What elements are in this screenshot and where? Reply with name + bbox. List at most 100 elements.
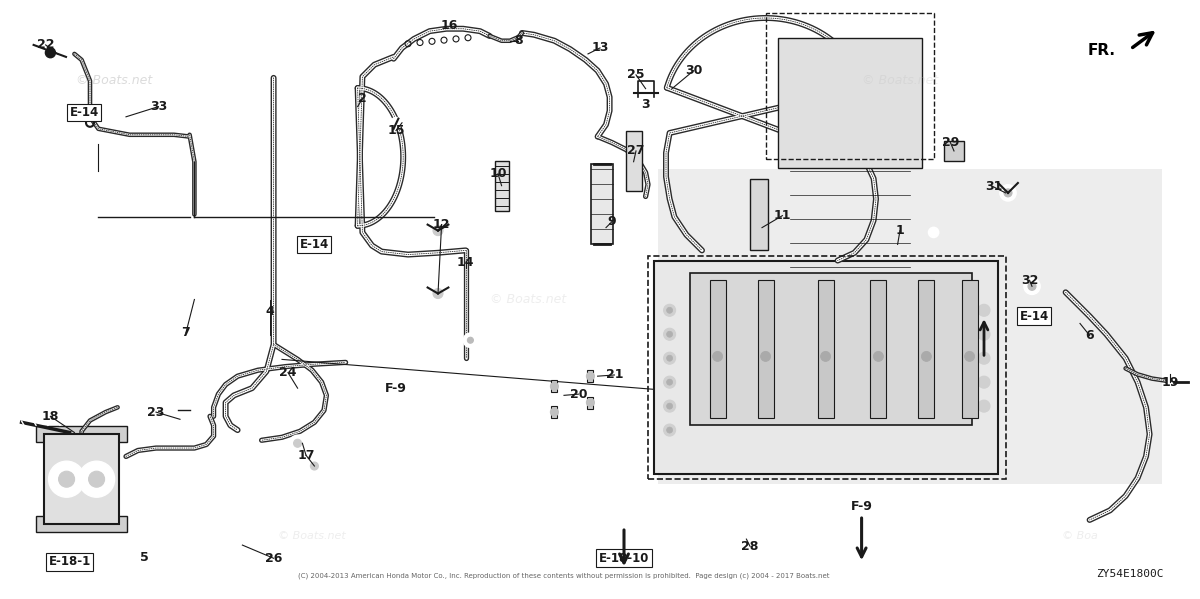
Text: 23: 23 [148,406,164,419]
Circle shape [978,328,990,340]
Text: 10: 10 [490,167,506,180]
Circle shape [667,307,673,313]
Circle shape [178,406,187,415]
Bar [944,141,964,161]
Circle shape [1028,282,1036,291]
Circle shape [874,352,883,361]
Text: 16: 16 [440,19,457,32]
Text: © Boa: © Boa [1062,531,1098,541]
Circle shape [978,352,990,364]
Text: 14: 14 [457,256,474,269]
Text: 25: 25 [628,68,644,81]
Circle shape [664,400,676,412]
Circle shape [430,222,446,240]
Circle shape [115,540,125,550]
Circle shape [664,376,676,388]
Text: 3: 3 [641,98,650,111]
Circle shape [463,333,478,347]
Circle shape [582,395,599,410]
Circle shape [546,404,563,420]
Circle shape [433,289,443,298]
Text: © Boats.net: © Boats.net [76,74,152,87]
Circle shape [667,403,673,409]
Text: 26: 26 [265,552,282,565]
Circle shape [89,471,104,487]
Text: (C) 2004-2013 American Honda Motor Co., Inc. Reproduction of these contents with: (C) 2004-2013 American Honda Motor Co., … [299,573,829,579]
Circle shape [965,352,974,361]
Circle shape [94,166,103,176]
Text: 30: 30 [685,64,702,77]
Circle shape [664,304,676,316]
Bar [36,516,127,532]
Text: F-9: F-9 [851,500,872,513]
Text: FR.: FR. [1088,43,1116,59]
Bar [36,426,127,442]
Circle shape [79,461,115,497]
Text: 2: 2 [358,92,367,105]
Circle shape [587,372,594,380]
Circle shape [430,285,446,302]
Circle shape [289,435,306,451]
Text: 22: 22 [37,38,54,52]
Text: 21: 21 [606,368,623,382]
Text: 31: 31 [985,180,1002,193]
Bar [918,280,935,418]
Circle shape [546,379,563,394]
Text: F-9: F-9 [385,382,407,395]
Bar [757,280,774,418]
Circle shape [929,228,938,237]
Circle shape [667,331,673,337]
Text: 1: 1 [895,224,905,237]
Circle shape [468,337,474,343]
Text: 27: 27 [628,144,644,158]
Circle shape [664,352,676,364]
Bar [654,261,998,474]
Circle shape [761,352,770,361]
Bar [690,273,972,425]
Text: 6: 6 [1085,329,1094,342]
Circle shape [1168,376,1180,388]
Text: 24: 24 [280,366,296,379]
Bar [961,280,978,418]
Circle shape [1000,185,1016,201]
Bar [778,38,922,168]
Circle shape [1004,189,1012,197]
Circle shape [713,352,722,361]
Bar [44,434,119,524]
Bar [552,406,557,418]
Bar [625,131,642,190]
Text: 8: 8 [514,34,523,47]
Circle shape [922,352,931,361]
Text: 7: 7 [181,326,191,339]
Bar [592,164,613,244]
Text: © Boats.net: © Boats.net [278,531,346,541]
Bar [588,370,593,382]
Circle shape [667,355,673,361]
Bar [709,280,726,418]
Circle shape [978,400,990,412]
Text: 18: 18 [42,410,59,423]
Bar [817,280,834,418]
Text: 17: 17 [298,449,314,462]
Text: 12: 12 [433,218,450,231]
Bar [648,256,1006,479]
Circle shape [821,352,830,361]
Text: 11: 11 [774,209,791,222]
Text: 15: 15 [388,124,404,137]
Circle shape [664,328,676,340]
Text: 32: 32 [1021,274,1038,287]
Circle shape [299,384,306,392]
Circle shape [46,48,55,58]
Circle shape [978,304,990,316]
Bar [552,380,557,392]
Text: © Boats.net: © Boats.net [490,293,566,306]
Text: E-14: E-14 [70,106,98,119]
Circle shape [294,439,301,447]
Text: E-18-1: E-18-1 [48,555,91,568]
Text: 20: 20 [570,388,587,401]
Bar [588,397,593,409]
Circle shape [433,226,443,235]
Text: 19: 19 [1162,376,1178,389]
Circle shape [1024,279,1040,294]
Bar [750,179,768,250]
